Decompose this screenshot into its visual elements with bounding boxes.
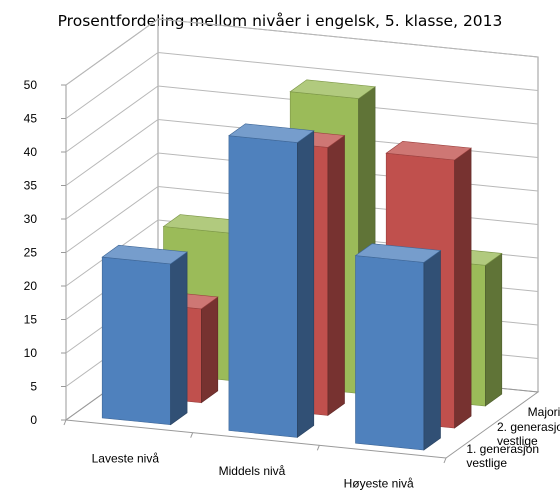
legend-label: Majoriteten <box>528 405 560 419</box>
chart-bars <box>101 79 503 451</box>
bar <box>354 243 442 451</box>
y-tick-label: 10 <box>24 346 38 360</box>
x-tick-mark <box>316 445 320 451</box>
bar-side-face <box>170 251 188 426</box>
y-tick-label: 0 <box>30 413 37 427</box>
bar-side-face <box>423 249 441 451</box>
category-label: Høyeste nivå <box>344 477 414 491</box>
y-tick-label: 5 <box>30 380 37 394</box>
bar <box>101 244 188 426</box>
bar-top-face <box>289 79 376 99</box>
y-tick-label: 15 <box>24 313 38 327</box>
bar-top-face <box>354 243 442 263</box>
bar-side-face <box>201 296 219 404</box>
bar-front-face <box>228 135 298 438</box>
y-tick-label: 20 <box>24 279 38 293</box>
gridline <box>65 51 539 119</box>
bar-side-face <box>454 147 472 429</box>
bar-top-face <box>228 123 315 143</box>
y-tick-label: 35 <box>24 179 38 193</box>
bar-side-face <box>484 252 503 407</box>
y-axis-ticks: 0 5 10 15 20 25 30 35 40 45 50 <box>24 78 447 464</box>
gridline <box>65 85 539 153</box>
gridline <box>65 18 539 86</box>
bar-front-face <box>101 256 171 426</box>
legend-item: Majoriteten <box>528 405 560 419</box>
bar-top-face <box>101 244 188 265</box>
chart-title: Prosentfordeling mellom nivåer i engelsk… <box>58 12 503 30</box>
bar-top-face <box>385 140 472 161</box>
legend-item: 1. generasjon vestlige <box>466 442 539 470</box>
bar-front-face <box>355 255 425 451</box>
y-tick-label: 45 <box>24 112 38 126</box>
x-tick-mark <box>443 457 447 464</box>
y-tick-label: 40 <box>24 145 38 159</box>
y-tick-label: 50 <box>24 78 38 92</box>
x-tick-mark <box>63 419 67 426</box>
category-label: Middels nivå <box>219 464 286 478</box>
x-tick-mark <box>190 432 194 438</box>
category-labels: Laveste nivå Middels nivå Høyeste nivå <box>92 451 414 490</box>
category-label: Laveste nivå <box>92 451 160 465</box>
bar <box>228 123 315 438</box>
y-tick-label: 30 <box>24 212 38 226</box>
bar-side-face <box>327 134 345 416</box>
legend-label: 1. generasjon vestlige <box>466 442 539 470</box>
bar-side-face <box>296 130 315 438</box>
y-tick-label: 25 <box>24 246 38 260</box>
